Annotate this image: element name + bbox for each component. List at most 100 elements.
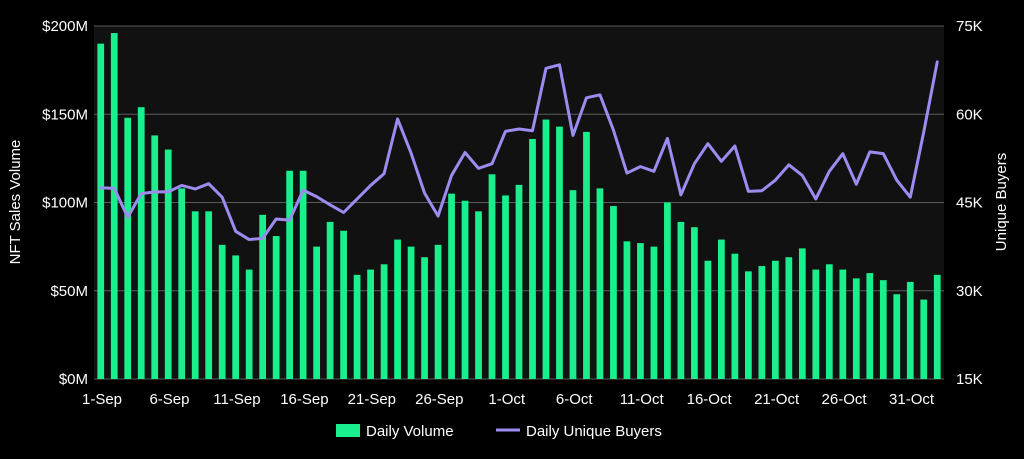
- volume-bar: [394, 239, 401, 379]
- left-tick-label: $50M: [50, 283, 88, 300]
- volume-bars: [97, 33, 941, 380]
- legend: Daily Volume Daily Unique Buyers: [336, 423, 662, 440]
- buyers-line: [99, 60, 939, 242]
- volume-bar: [232, 255, 240, 379]
- volume-bar: [205, 211, 213, 379]
- volume-bar: [367, 269, 374, 379]
- volume-bar: [650, 246, 658, 380]
- right-tick-label: 60K: [956, 106, 983, 123]
- volume-bar: [920, 299, 928, 379]
- volume-bar: [839, 269, 847, 379]
- volume-bar: [286, 170, 294, 379]
- volume-bar: [488, 174, 496, 379]
- buyers-line-group: [99, 60, 939, 242]
- volume-bar: [596, 188, 604, 379]
- left-axis-ticks: $0M $50M $100M $150M $200M: [42, 18, 88, 388]
- volume-bar: [326, 221, 334, 379]
- volume-bar: [825, 264, 833, 379]
- volume-bar: [771, 260, 779, 379]
- x-tick-label: 11-Oct: [620, 391, 665, 408]
- left-axis-title: NFT Sales Volume: [7, 140, 24, 265]
- volume-bar: [637, 243, 644, 379]
- volume-bar: [299, 170, 307, 379]
- volume-bar: [151, 135, 159, 379]
- volume-bar: [744, 271, 752, 379]
- volume-bar: [691, 227, 698, 379]
- volume-bar: [434, 244, 442, 379]
- volume-bar: [407, 246, 415, 380]
- volume-bar: [448, 193, 455, 379]
- x-tick-label: 31-Oct: [889, 391, 935, 408]
- x-tick-label: 26-Oct: [822, 391, 868, 408]
- x-tick-label: 1-Sep: [82, 391, 122, 408]
- volume-bar: [245, 269, 253, 379]
- volume-bar: [906, 281, 914, 379]
- volume-bar: [704, 260, 712, 379]
- volume-bar: [718, 239, 725, 379]
- x-tick-label: 16-Sep: [280, 391, 328, 408]
- volume-bar: [798, 248, 806, 379]
- volume-bar: [218, 244, 226, 379]
- x-tick-label: 26-Sep: [415, 391, 463, 408]
- legend-volume-label: Daily Volume: [366, 423, 454, 440]
- volume-bar: [758, 266, 766, 379]
- legend-buyers-label: Daily Unique Buyers: [526, 423, 662, 440]
- volume-bar: [272, 236, 280, 379]
- volume-bar: [529, 138, 536, 379]
- x-tick-label: 11-Sep: [213, 391, 260, 408]
- right-axis-ticks: 15K 30K 45K 60K 75K: [956, 18, 983, 388]
- volume-bar: [164, 149, 172, 379]
- right-tick-label: 45K: [956, 195, 983, 212]
- x-tick-label: 21-Oct: [754, 391, 800, 408]
- volume-bar: [515, 184, 523, 379]
- left-tick-label: $0M: [59, 371, 88, 388]
- volume-bar: [461, 200, 469, 379]
- volume-bar: [731, 253, 739, 379]
- volume-bar: [569, 190, 577, 379]
- x-axis-ticks: 1-Sep 6-Sep 11-Sep 16-Sep 21-Sep 26-Sep 1-Oct 6…: [82, 391, 935, 408]
- volume-bar: [933, 274, 941, 379]
- x-tick-label: 1-Oct: [488, 391, 526, 408]
- volume-bar: [879, 280, 887, 379]
- volume-bar: [812, 269, 820, 379]
- right-tick-label: 15K: [956, 371, 983, 388]
- volume-bar: [97, 43, 105, 380]
- volume-bar: [542, 119, 550, 380]
- volume-bar: [340, 230, 347, 379]
- volume-bar: [785, 257, 793, 379]
- volume-bar: [353, 274, 361, 379]
- x-tick-label: 6-Oct: [556, 391, 594, 408]
- volume-bar: [137, 107, 145, 379]
- right-tick-label: 75K: [956, 18, 983, 35]
- volume-bar: [178, 188, 186, 379]
- volume-bar: [556, 126, 563, 379]
- volume-bar: [677, 221, 685, 379]
- right-axis-title: Unique Buyers: [993, 153, 1010, 251]
- left-tick-label: $200M: [42, 18, 88, 35]
- volume-bar: [623, 241, 631, 379]
- volume-bar: [664, 202, 671, 379]
- left-tick-label: $150M: [42, 106, 88, 123]
- volume-bar: [110, 33, 118, 380]
- volume-bar: [583, 131, 590, 379]
- x-tick-label: 6-Sep: [149, 391, 189, 408]
- volume-bar: [380, 264, 388, 379]
- volume-bar: [852, 278, 860, 379]
- right-tick-label: 30K: [956, 283, 983, 300]
- volume-bar: [475, 211, 482, 379]
- volume-bar: [259, 214, 267, 379]
- volume-bar: [421, 257, 428, 379]
- volume-bar: [893, 294, 901, 379]
- volume-bar: [866, 273, 874, 379]
- volume-bar: [313, 246, 320, 380]
- left-tick-label: $100M: [42, 195, 88, 212]
- x-tick-label: 16-Oct: [687, 391, 733, 408]
- volume-bar: [191, 211, 199, 379]
- x-tick-label: 21-Sep: [348, 391, 396, 408]
- legend-volume-swatch: [336, 424, 360, 437]
- volume-bar: [124, 117, 132, 379]
- volume-bar: [502, 195, 509, 379]
- volume-bar: [610, 206, 617, 379]
